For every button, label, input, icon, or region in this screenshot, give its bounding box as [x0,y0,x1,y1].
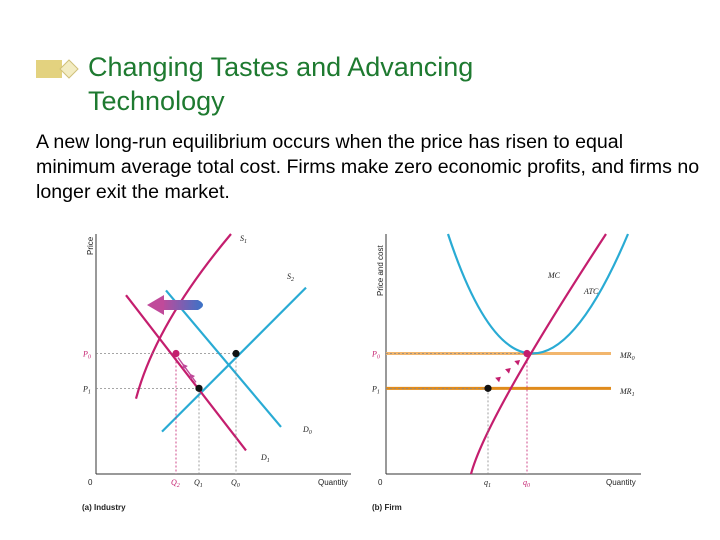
y-tick-p1: P1 [82,384,91,395]
curve-label-d0: D0 [302,425,312,436]
demand-curve-d1 [125,294,247,452]
curve-label-d1: D1 [260,453,270,464]
curve-label-s2: S2 [287,272,294,283]
industry-caption: (a) Industry [82,503,126,512]
atc-curve [446,233,630,355]
mc-curve [469,233,607,475]
industry-y-axis-label: Price [86,236,95,255]
firm-point-q0-p0 [523,349,531,358]
industry-x-axis-label: Quantity [318,478,348,487]
equilibrium-point-q2-p0 [172,349,180,358]
slide-body-text: A new long-run equilibrium occurs when t… [36,131,700,203]
curve-label-mr1: MR1 [619,387,635,398]
firm-y-tick-p1: P1 [371,384,380,395]
firm-caption: (b) Firm [372,503,402,512]
firm-arrowhead-3 [514,359,521,366]
adjustment-arrowhead-1 [189,373,196,380]
y-tick-p0: P0 [82,350,91,361]
supply-curve-s1 [134,233,232,399]
x-tick-q2: Q2 [171,478,180,489]
firm-chart: MC ATC MR0 MR1 P0 P1 q1 q0 0 Quantity Price and co… [371,233,641,512]
demand-curve-d0 [165,289,282,428]
demand-shift-arrowhead [147,295,164,315]
firm-x-axis-label: Quantity [606,478,636,487]
firm-arrowhead-1 [495,376,501,383]
firm-y-tick-p0: P0 [371,350,380,361]
industry-chart: S1 S2 D0 D1 P0 P1 Q2 Q1 Q0 0 Quantity Price (a) Indu… [82,233,351,512]
slide-title-line-1: Changing Tastes and Advancing [88,52,474,82]
curve-label-s1: S1 [240,234,247,245]
adjustment-path [177,357,197,383]
x-tick-q0: Q0 [231,478,240,489]
firm-y-axis-label: Price and cost [376,245,385,296]
industry-origin-label: 0 [88,478,93,487]
demand-shift-arrow-body [162,300,203,310]
supply-curve-s2 [161,286,307,433]
slide-bullet-icon [36,59,79,79]
firm-x-tick-q1: q1 [484,478,491,489]
equilibrium-point-q0-p0 [232,349,240,358]
curve-label-mc: MC [547,271,561,280]
x-tick-q1: Q1 [194,478,203,489]
slide-title-line-2: Technology [88,86,225,116]
adjustment-arrowhead-2 [182,363,188,370]
firm-x-tick-q0: q0 [523,478,530,489]
firm-point-q1-p1 [484,384,492,392]
firm-origin-label: 0 [378,478,383,487]
curve-label-atc: ATC [583,287,599,296]
firm-arrowhead-2 [505,368,511,374]
curve-label-mr0: MR0 [619,351,635,362]
equilibrium-point-q1-p1 [195,384,203,392]
slide-title: Changing Tastes and Advancing Technology [88,50,688,118]
